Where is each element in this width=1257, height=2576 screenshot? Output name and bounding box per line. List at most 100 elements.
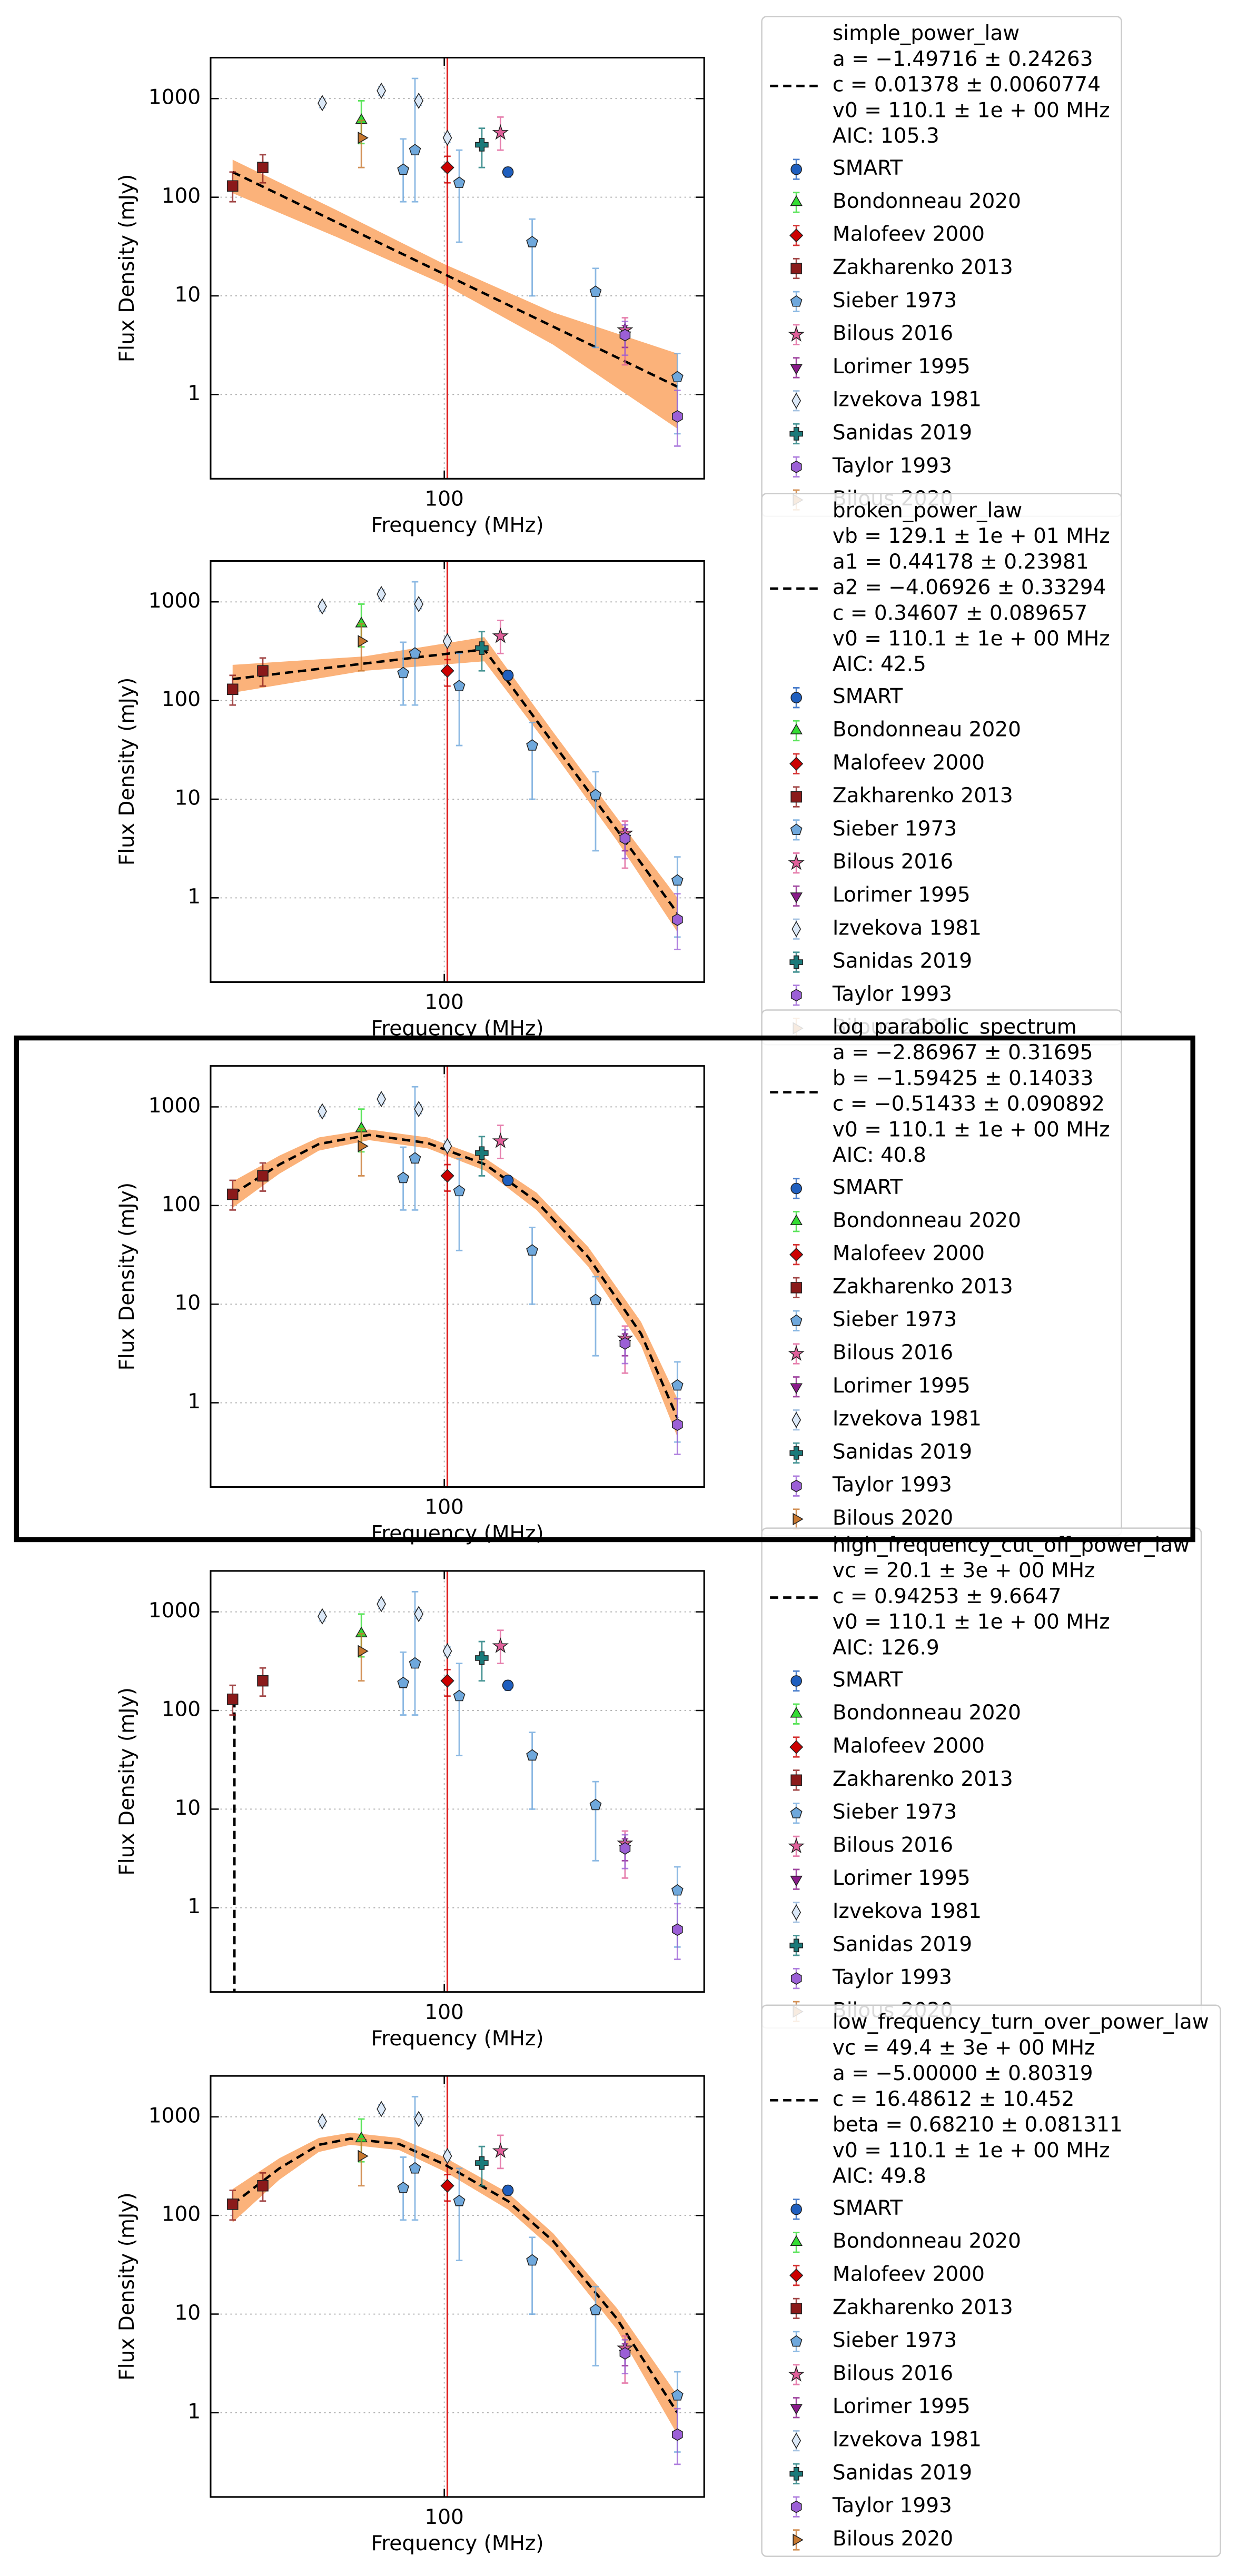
data-point [671, 1884, 684, 1896]
legend-fit-param: v0 = 110.1 ± 1e + 00 MHz [833, 98, 1110, 122]
legend-marker [790, 2235, 803, 2246]
error-bar [358, 120, 365, 168]
legend-marker [788, 2365, 805, 2382]
legend-label: SMART [833, 1668, 903, 1692]
data-point [409, 1152, 421, 1164]
data-point [502, 670, 514, 681]
legend-fit-param: vb = 129.1 ± 1e + 01 MHz [833, 524, 1110, 548]
data-point [492, 1132, 509, 1148]
legend-label: Bondonneau 2020 [833, 1701, 1021, 1725]
legend-label: Sieber 1973 [833, 1801, 957, 1824]
data-point [492, 1637, 509, 1653]
legend-marker [790, 791, 802, 803]
legend-marker [790, 364, 803, 375]
data-point [442, 1138, 452, 1155]
legend-label: Izvekova 1981 [833, 2428, 982, 2452]
data-point [526, 236, 538, 247]
legend-marker [789, 2268, 804, 2283]
highlight-box [14, 1035, 1195, 1543]
axes-frame [210, 56, 705, 480]
legend-marker [793, 2533, 804, 2547]
legend-fit-param: AIC: 126.9 [833, 1636, 939, 1659]
legend-label: Malofeev 2000 [833, 2263, 985, 2286]
legend-label: Taylor 1993 [832, 1473, 952, 1497]
data-point [492, 2142, 509, 2159]
data-point [318, 2113, 327, 2130]
data-point [257, 2180, 269, 2192]
legend-fit-param: a = −5.00000 ± 0.80319 [833, 2062, 1093, 2085]
legend-label: SMART [833, 685, 903, 709]
data-point [377, 1596, 387, 1613]
data-point [619, 329, 631, 342]
error-bar [529, 1226, 536, 1305]
fit-line [232, 2137, 679, 2414]
legend-label: Bondonneau 2020 [833, 190, 1021, 213]
data-point [453, 1689, 466, 1702]
data-point [409, 1657, 421, 1669]
data-point [257, 665, 269, 677]
x-tick-label: 100 [424, 1496, 464, 1519]
legend-label: SMART [833, 2196, 903, 2220]
error-bar [456, 1158, 463, 1251]
data-point [442, 1643, 452, 1659]
data-point [414, 2111, 424, 2127]
legend-marker [789, 757, 804, 771]
legend-fit-param: a2 = −4.06926 ± 0.33294 [833, 576, 1106, 600]
legend-marker [789, 1247, 804, 1262]
legend-marker [790, 723, 803, 734]
data-point [442, 130, 452, 146]
y-tick-label: 1000 [149, 589, 201, 613]
y-tick-label: 10 [174, 2301, 201, 2325]
error-bar [529, 721, 536, 800]
legend-marker [789, 228, 804, 243]
data-point [672, 2428, 683, 2441]
legend-label: Zakharenko 2013 [833, 256, 1013, 280]
legend-fit-param: AIC: 49.8 [833, 2164, 926, 2188]
data-point [453, 2194, 466, 2206]
legend-label: Izvekova 1981 [833, 1899, 982, 1923]
error-bar [358, 1128, 365, 1177]
legend-fit-name: high_frequency_cut_off_power_law [833, 1534, 1190, 1557]
data-point [671, 874, 684, 886]
legend-marker [790, 1774, 802, 1786]
data-point [414, 595, 424, 613]
legend-fit-param: b = −1.59425 ± 0.14033 [833, 1067, 1094, 1090]
fit-band [232, 1129, 678, 1437]
legend-fit-param: a1 = 0.44178 ± 0.23981 [833, 550, 1089, 574]
legend-box [761, 2004, 1221, 2557]
legend-marker [790, 460, 802, 473]
data-point [409, 2162, 421, 2174]
data-point [589, 2303, 602, 2315]
legend-marker [789, 2467, 803, 2481]
legend-label: Zakharenko 2013 [833, 2295, 1013, 2319]
data-point [453, 680, 466, 691]
legend-fit-param: vc = 20.1 ± 3e + 00 MHz [833, 1559, 1095, 1583]
legend-marker [790, 1807, 803, 1818]
legend-label: Malofeev 2000 [833, 751, 985, 774]
legend-marker [790, 1282, 802, 1294]
error-bar [592, 1276, 599, 1357]
data-point [226, 1188, 239, 1200]
legend-marker [788, 1837, 805, 1854]
legend-label: Bilous 2020 [833, 1506, 953, 1530]
legend-marker [791, 1411, 801, 1428]
data-point [440, 1169, 454, 1183]
legend-marker [790, 1182, 802, 1195]
data-point [397, 667, 410, 679]
legend-label: Taylor 1993 [832, 982, 952, 1006]
data-point [526, 1749, 538, 1761]
error-bar [592, 2285, 599, 2366]
data-point [257, 1170, 269, 1182]
legend-marker [790, 989, 802, 1002]
y-tick-label: 1 [187, 1390, 201, 1414]
data-point [440, 2179, 454, 2193]
legend-marker [789, 1938, 803, 1953]
error-bar [358, 2137, 365, 2187]
legend-fit-param: c = 0.94253 ± 9.6647 [833, 1585, 1062, 1608]
y-tick-label: 10 [174, 1796, 201, 1820]
axes-frame [210, 2075, 705, 2498]
legend-marker [790, 2303, 802, 2314]
data-point [257, 1675, 269, 1687]
y-tick-label: 100 [162, 2203, 201, 2226]
